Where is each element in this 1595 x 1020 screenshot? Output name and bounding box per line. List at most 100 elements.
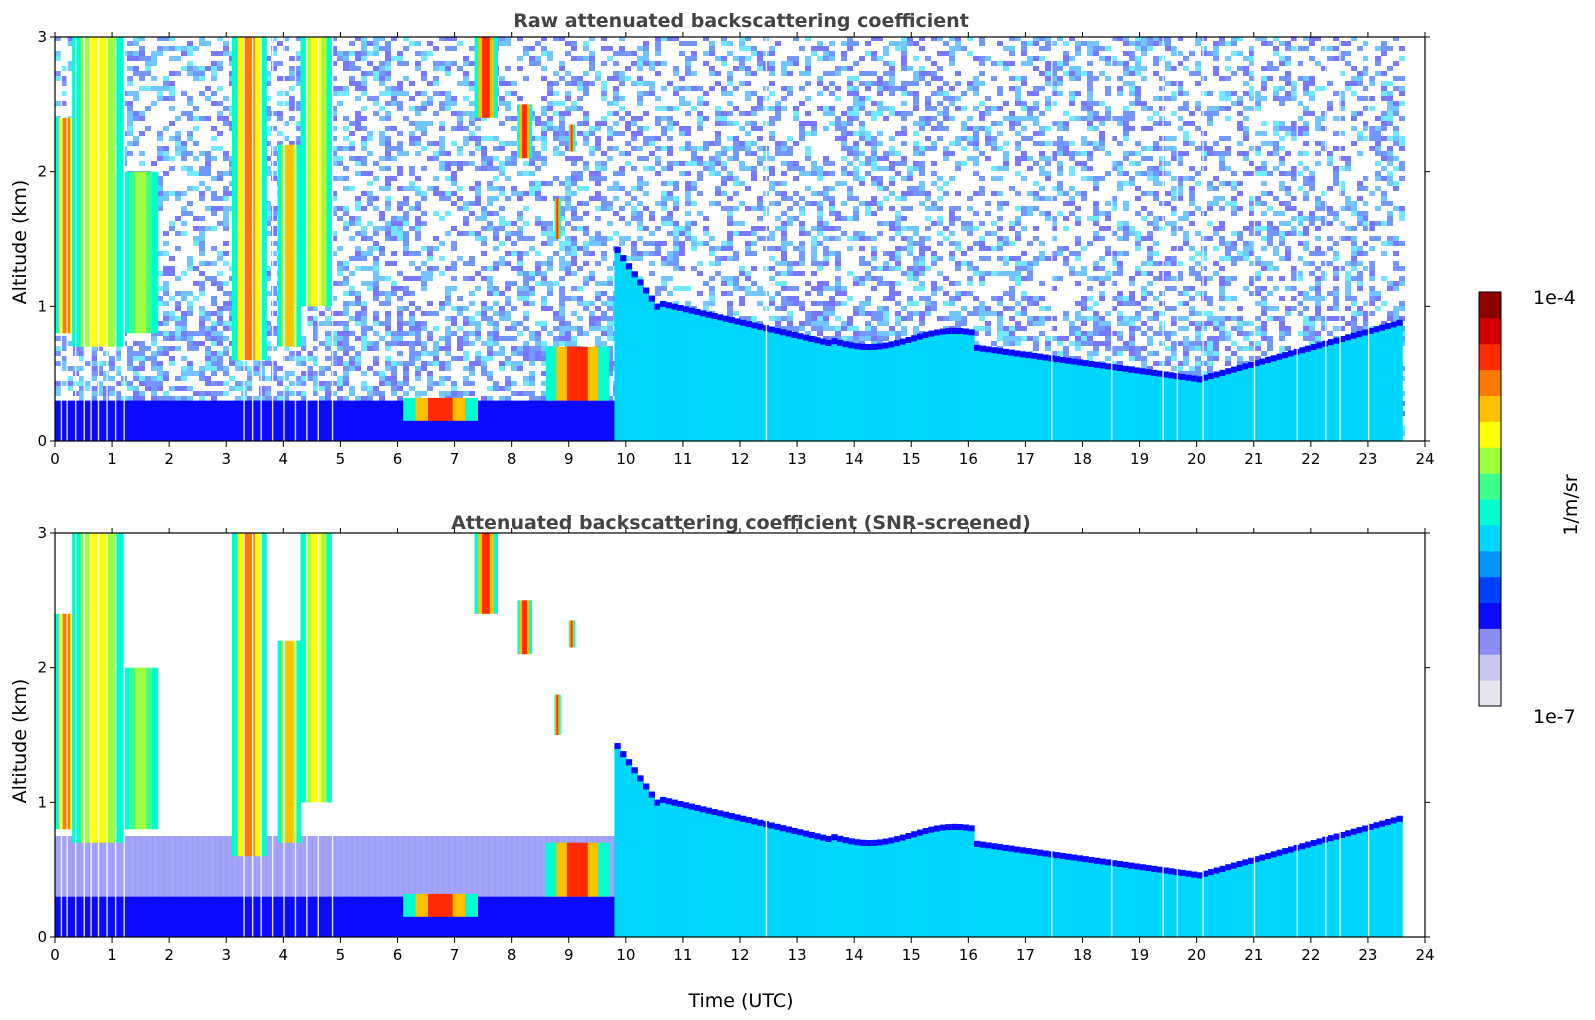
- cloud-band: [568, 620, 571, 648]
- data-gap: [317, 37, 319, 441]
- data-gap: [1296, 533, 1298, 937]
- data-gap: [1367, 533, 1370, 937]
- cloud-band: [526, 600, 530, 655]
- cloud-band: [296, 640, 302, 843]
- data-gap: [1176, 37, 1179, 441]
- x-tick-label: 17: [1016, 450, 1035, 468]
- data-gap: [283, 533, 285, 937]
- x-tick-label: 8: [507, 946, 517, 964]
- y-tick-label: 2: [37, 163, 47, 181]
- colorbar-min-label: 1e-7: [1533, 706, 1576, 728]
- x-tick-label: 24: [1415, 946, 1434, 964]
- colorbar-max-label: 1e-4: [1533, 287, 1576, 309]
- data-gap: [74, 533, 77, 937]
- cloud-band: [146, 667, 153, 830]
- x-tick-label: 15: [902, 946, 921, 964]
- cloud-band: [231, 533, 239, 857]
- data-gap: [765, 37, 768, 441]
- cloud-band: [517, 600, 521, 655]
- x-tick-label: 11: [673, 450, 692, 468]
- panel-title: Raw attenuated backscattering coefficien…: [513, 10, 969, 32]
- cloud-band: [123, 667, 130, 830]
- cloud-band: [554, 694, 557, 735]
- data-gap: [243, 37, 245, 441]
- data-gap: [1253, 37, 1256, 441]
- cloud-band: [300, 533, 307, 803]
- data-gap: [1202, 37, 1204, 441]
- data-gap: [123, 533, 125, 937]
- x-tick-label: 20: [1187, 946, 1206, 964]
- cloud-band: [529, 104, 533, 159]
- y-tick-label: 1: [37, 793, 47, 811]
- x-tick-label: 9: [564, 450, 574, 468]
- cloud-band: [62, 613, 68, 830]
- cloud-band: [572, 620, 575, 648]
- cloud-band: [524, 104, 528, 159]
- y-axis-label: Altitude (km): [9, 180, 31, 305]
- data-gap: [1051, 37, 1053, 441]
- colorbar-segment: [1479, 602, 1501, 629]
- data-gap: [83, 37, 85, 441]
- x-tick-label: 15: [902, 450, 921, 468]
- cloud-band: [522, 104, 526, 159]
- x-tick-label: 18: [1073, 450, 1092, 468]
- panel-raw: Raw attenuated backscattering coefficien…: [9, 10, 1435, 468]
- cloud-band: [326, 533, 333, 803]
- x-tick-label: 18: [1073, 946, 1092, 964]
- x-tick-label: 6: [393, 450, 403, 468]
- cloud-band: [557, 694, 559, 735]
- x-tick-label: 19: [1130, 450, 1149, 468]
- cloud-band: [440, 397, 454, 421]
- x-tick-label: 13: [788, 450, 807, 468]
- colorbar-segment: [1479, 524, 1501, 552]
- cloud-band: [485, 533, 491, 614]
- cloud-band: [556, 198, 558, 239]
- data-gap: [1111, 37, 1113, 441]
- colorbar-segment: [1479, 447, 1501, 474]
- cloud-band: [254, 533, 262, 857]
- data-gap: [1111, 533, 1113, 937]
- x-tick-label: 5: [336, 450, 346, 468]
- cloud-band: [129, 667, 136, 830]
- x-tick-label: 9: [564, 946, 574, 964]
- x-tick-label: 24: [1415, 450, 1434, 468]
- data-gap: [294, 37, 297, 441]
- x-tick-label: 6: [393, 946, 403, 964]
- data-gap: [74, 37, 77, 441]
- data-gap: [1162, 37, 1164, 441]
- data-gap: [60, 37, 63, 441]
- x-tick-label: 7: [450, 450, 460, 468]
- y-tick-label: 0: [37, 928, 47, 946]
- y-tick-label: 3: [37, 28, 47, 46]
- cloud-band: [427, 893, 441, 917]
- data-gap: [106, 533, 108, 937]
- cloud-band: [529, 600, 533, 655]
- heatmap-layer: [55, 533, 1403, 937]
- cloud-band: [572, 124, 575, 152]
- cloud-band: [310, 533, 317, 803]
- data-gap: [123, 37, 125, 441]
- data-gap: [251, 37, 254, 441]
- data-gap: [1339, 37, 1341, 441]
- x-tick-label: 12: [730, 946, 749, 964]
- cloud-band: [254, 37, 262, 361]
- cloud-band: [598, 346, 610, 401]
- cloud-band: [146, 171, 153, 334]
- panel-title: Attenuated backscattering coefficient (S…: [451, 512, 1031, 534]
- cloud-band: [571, 620, 574, 648]
- cloud-band: [243, 533, 250, 857]
- cloud-band: [571, 124, 574, 152]
- cloud-band: [140, 667, 147, 830]
- colorbar-segment: [1479, 369, 1501, 396]
- y-tick-label: 1: [37, 297, 47, 315]
- colorbar-segment: [1479, 680, 1501, 707]
- x-tick-label: 1: [107, 450, 117, 468]
- cloud-band: [310, 37, 317, 307]
- colorbar-segment: [1479, 317, 1501, 345]
- x-tick-label: 19: [1130, 946, 1149, 964]
- plot-area: 0 1 2 3 4 5 6 7 8 9 10 11 12 13 14 15 16 17 18 19 20 21 22 23 24…: [37, 524, 1434, 964]
- cloud-band: [489, 533, 495, 614]
- cloud-band: [106, 37, 116, 347]
- cloud-band: [517, 104, 521, 159]
- x-tick-label: 12: [730, 450, 749, 468]
